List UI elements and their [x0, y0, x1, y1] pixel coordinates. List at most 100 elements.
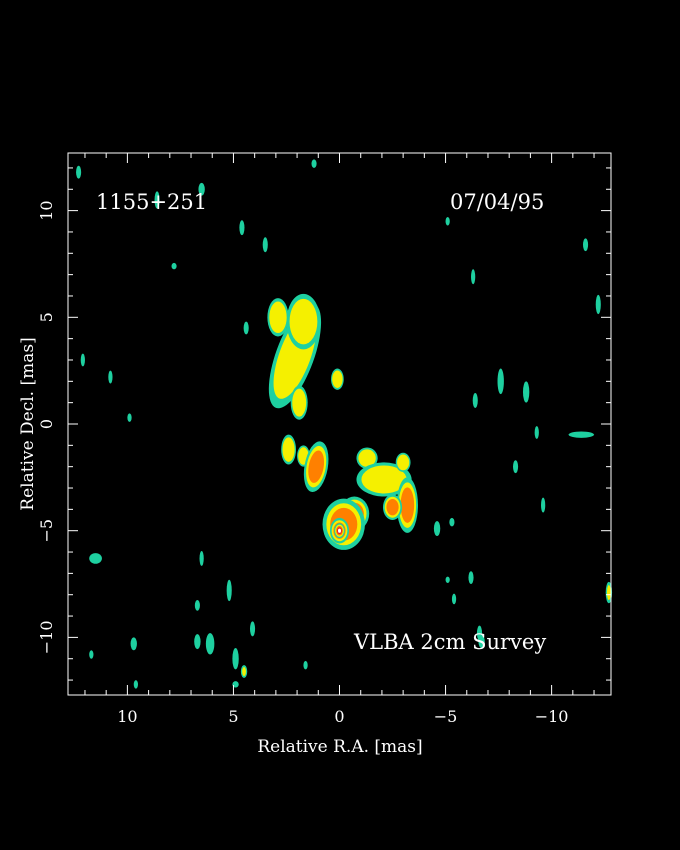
plot-background: [68, 153, 611, 695]
emission-component: [395, 452, 411, 473]
noise-blob: [262, 237, 268, 253]
emission-component: [396, 477, 418, 533]
emission-component: [290, 385, 308, 420]
noise-outer: [205, 633, 215, 655]
noise-outer: [311, 159, 317, 168]
emission-component: [281, 434, 297, 465]
noise-blob: [76, 165, 82, 179]
y-tick-label: −10: [37, 621, 56, 655]
noise-outer: [513, 460, 519, 474]
contour-level-2: [282, 437, 295, 462]
noise-outer: [239, 220, 245, 236]
y-axis-label: Relative Decl. [mas]: [18, 337, 38, 510]
noise-blob: [433, 521, 441, 537]
x-tick-label: 5: [228, 707, 238, 726]
contour-level-3: [400, 487, 415, 523]
noise-blob: [534, 426, 539, 439]
emission-component: [382, 494, 403, 521]
noise-blob: [445, 217, 450, 226]
noise-outer: [249, 621, 256, 637]
noise-outer: [127, 413, 132, 422]
noise-blob: [232, 648, 239, 670]
noise-outer: [471, 269, 476, 285]
noise-outer: [133, 680, 138, 689]
noise-outer: [232, 648, 239, 670]
noise-outer: [232, 681, 239, 688]
noise-outer: [171, 262, 177, 270]
emission-component: [356, 462, 412, 497]
noise-blob: [497, 368, 504, 395]
noise-blob: [199, 550, 204, 566]
emission-layer: [267, 293, 418, 550]
noise-outer: [130, 637, 137, 651]
noise-outer: [583, 238, 589, 252]
noise-outer: [89, 650, 94, 659]
contour-level-2: [397, 454, 410, 471]
noise-blob: [468, 571, 474, 585]
noise-blob: [449, 517, 455, 527]
noise-blob: [130, 637, 137, 651]
x-tick-label: 10: [117, 707, 137, 726]
noise-outer: [198, 182, 205, 196]
survey-annotation: VLBA 2cm Survey: [353, 630, 546, 654]
noise-outer: [541, 497, 546, 513]
contour-level-2: [292, 388, 307, 417]
noise-outer: [451, 593, 457, 605]
contour-level-3: [308, 450, 325, 483]
emission-component: [286, 293, 321, 350]
noise-blob: [445, 576, 450, 583]
y-axis: 10 5 0 −5 −10: [37, 167, 611, 681]
noise-blob: [240, 665, 248, 678]
noise-blob: [239, 220, 245, 236]
y-tick-label: 5: [37, 312, 56, 322]
noise-blob: [133, 680, 138, 689]
noise-outer: [595, 294, 601, 315]
noise-blob: [171, 262, 177, 270]
noise-blob: [568, 431, 595, 438]
noise-blob: [541, 497, 546, 513]
noise-blob: [472, 393, 478, 408]
noise-outer: [194, 634, 201, 650]
noise-outer: [76, 165, 82, 179]
noise-blob: [522, 381, 530, 403]
contour-level-2: [358, 449, 376, 467]
noise-outer: [89, 553, 102, 564]
x-tick-label: −10: [535, 707, 569, 726]
noise-layer: [76, 159, 613, 689]
y-tick-label: 0: [37, 419, 56, 429]
emission-component: [303, 441, 329, 492]
noise-outer: [534, 426, 539, 439]
noise-outer: [468, 571, 474, 585]
noise-blob: [194, 634, 201, 650]
noise-blob: [471, 269, 476, 285]
noise-blob: [595, 294, 601, 315]
noise-outer: [262, 237, 268, 253]
noise-blob: [198, 182, 205, 196]
contour-level-5: [338, 528, 341, 533]
noise-outer: [472, 393, 478, 408]
noise-outer: [433, 521, 441, 537]
noise-outer: [497, 368, 504, 395]
noise-blob: [583, 238, 589, 252]
x-axis: 10 5 0 −5 −10: [84, 153, 595, 726]
emission-component: [334, 523, 345, 539]
noise-outer: [243, 321, 249, 335]
noise-outer: [445, 576, 450, 583]
noise-inner: [242, 667, 246, 677]
noise-outer: [449, 517, 455, 527]
noise-blob: [80, 353, 85, 367]
noise-outer: [445, 217, 450, 226]
emission-component: [356, 447, 378, 469]
noise-outer: [199, 550, 204, 566]
x-tick-label: −5: [434, 707, 458, 726]
noise-blob: [89, 553, 102, 564]
noise-blob: [243, 321, 249, 335]
noise-blob: [311, 159, 317, 168]
noise-blob: [194, 600, 200, 611]
source-name-label: 1155+251: [96, 190, 207, 214]
noise-outer: [522, 381, 530, 403]
noise-outer: [303, 660, 308, 670]
noise-blob: [205, 633, 215, 655]
observation-date-label: 07/04/95: [450, 190, 544, 214]
noise-blob: [478, 635, 485, 649]
